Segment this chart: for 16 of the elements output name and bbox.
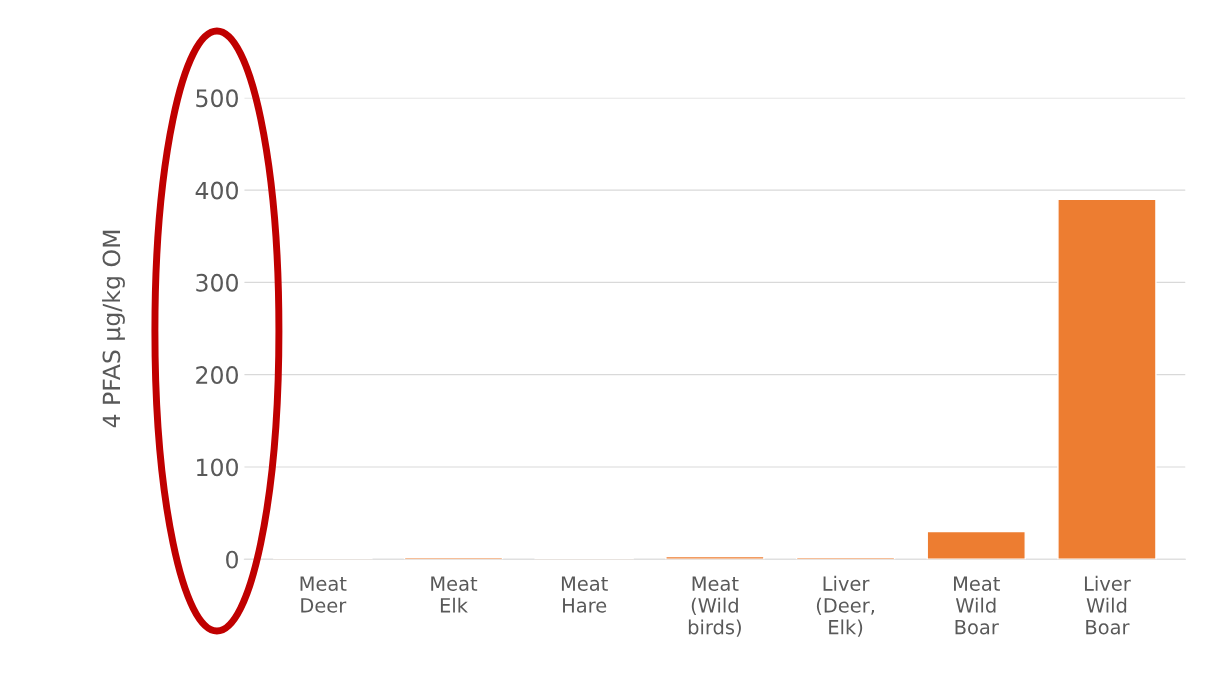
x-tick-label: Liver (Deer, Elk) <box>816 575 874 637</box>
y-tick-label: 100 <box>197 458 238 477</box>
x-tick-label: Liver Wild Boar <box>1084 575 1131 635</box>
x-tick-label: Meat Wild Boar <box>954 576 1000 635</box>
y-tick-label: 400 <box>195 181 238 200</box>
bar <box>1057 198 1157 560</box>
x-tick-label: Meat (Wild birds) <box>688 576 741 637</box>
bar <box>926 530 1026 560</box>
x-tick-label: Meat Hare <box>561 576 608 613</box>
y-tick-label: 0 <box>226 550 238 569</box>
y-axis-title: 4 PFAS µg/kg OM <box>102 230 125 428</box>
y-tick-label: 300 <box>196 273 238 292</box>
y-tick-label: 500 <box>196 89 238 108</box>
y-tick-label: 200 <box>196 366 238 384</box>
x-tick-label: Meat Elk <box>431 576 478 613</box>
x-tick-label: Meat Deer <box>300 576 347 613</box>
